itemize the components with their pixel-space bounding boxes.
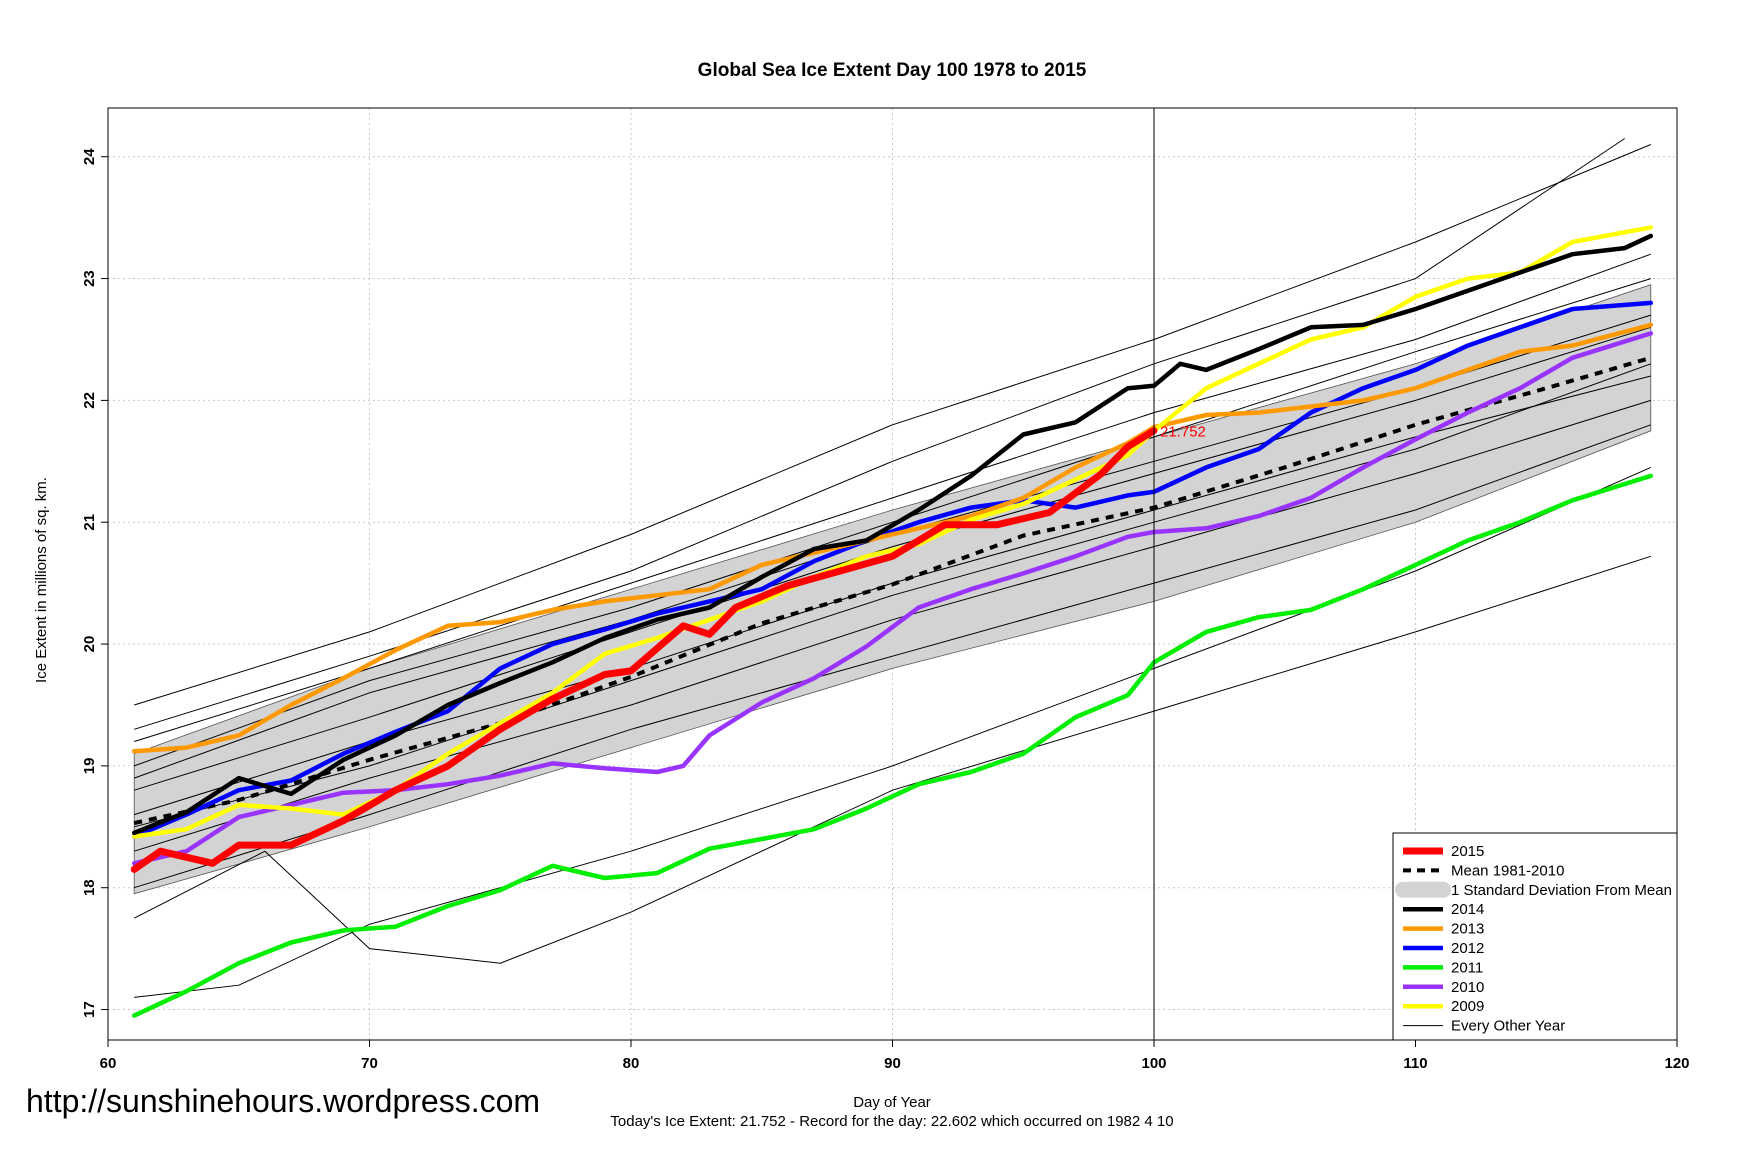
x-tick-label-90: 90 — [884, 1055, 901, 1072]
series-2013-line — [131, 322, 1654, 754]
series-2012-line — [131, 300, 1654, 839]
y-tick-label-24: 24 — [81, 148, 98, 165]
legend-label-9: Every Other Year — [1451, 1018, 1565, 1035]
std-band-area — [133, 284, 1652, 895]
series-2011-line — [131, 473, 1654, 1018]
legend-label-7: 2010 — [1451, 979, 1484, 996]
other-year-line-2 — [134, 138, 1625, 730]
x-tick-label-100: 100 — [1141, 1055, 1166, 1072]
mean-1981-2010-line — [133, 355, 1652, 826]
chart-title: Global Sea Ice Extent Day 100 1978 to 20… — [698, 60, 1087, 81]
legend-label-8: 2009 — [1451, 998, 1484, 1015]
legend-label-3: 2014 — [1451, 901, 1484, 918]
other-year-line-8 — [133, 555, 1651, 964]
legend: 2015 Mean 1981-2010 1 Standard Deviation F… — [1392, 832, 1678, 1041]
x-tick-label-120: 120 — [1664, 1055, 1689, 1072]
y-tick-label-21: 21 — [81, 514, 98, 531]
other-year-line-4 — [134, 326, 1651, 791]
other-year-line-3 — [134, 278, 1651, 767]
y-tick-label-23: 23 — [81, 270, 98, 287]
source-url: http://sunshinehours.wordpress.com — [26, 1083, 540, 1119]
y-tick-label-20: 20 — [81, 636, 98, 653]
y-tick-label-18: 18 — [81, 879, 98, 896]
x-axis-label: Day of Year — [853, 1094, 931, 1111]
current-value-label: 21.752 — [1160, 424, 1206, 441]
other-year-line-12 — [134, 363, 1651, 828]
legend-label-0: 2015 — [1451, 843, 1484, 860]
other-year-line-6 — [134, 399, 1651, 852]
x-tick-label-60: 60 — [100, 1055, 117, 1072]
x-tick-label-70: 70 — [361, 1055, 378, 1072]
footer-summary: Today's Ice Extent: 21.752 - Record for … — [610, 1113, 1173, 1130]
series-2015-line — [130, 427, 1158, 873]
y-tick-label-17: 17 — [81, 1001, 98, 1018]
mean-line — [133, 355, 1652, 826]
legend-label-4: 2013 — [1451, 921, 1484, 938]
legend-label-5: 2012 — [1451, 940, 1484, 957]
x-tick-label-110: 110 — [1403, 1055, 1427, 1072]
x-tick-label-80: 80 — [623, 1055, 640, 1072]
y-axis-label: Ice Extent in millions of sq. km. — [33, 477, 50, 683]
axis-ticks: 60 70 80 90 100 110 120 17 18 19 20 21 22 23 24 — [81, 148, 1690, 1072]
std-deviation-band — [133, 284, 1652, 895]
legend-label-2: 1 Standard Deviation From Mean — [1451, 882, 1672, 899]
legend-label-1: Mean 1981-2010 — [1451, 862, 1564, 879]
other-year-line-11 — [134, 253, 1651, 742]
other-year-line-7 — [134, 424, 1651, 889]
legend-label-6: 2011 — [1451, 959, 1483, 976]
other-year-line-1 — [134, 144, 1651, 706]
y-tick-label-19: 19 — [81, 758, 98, 775]
series-2014-line — [131, 233, 1654, 836]
highlighted-year-lines — [130, 225, 1654, 1018]
y-tick-label-22: 22 — [81, 392, 98, 409]
